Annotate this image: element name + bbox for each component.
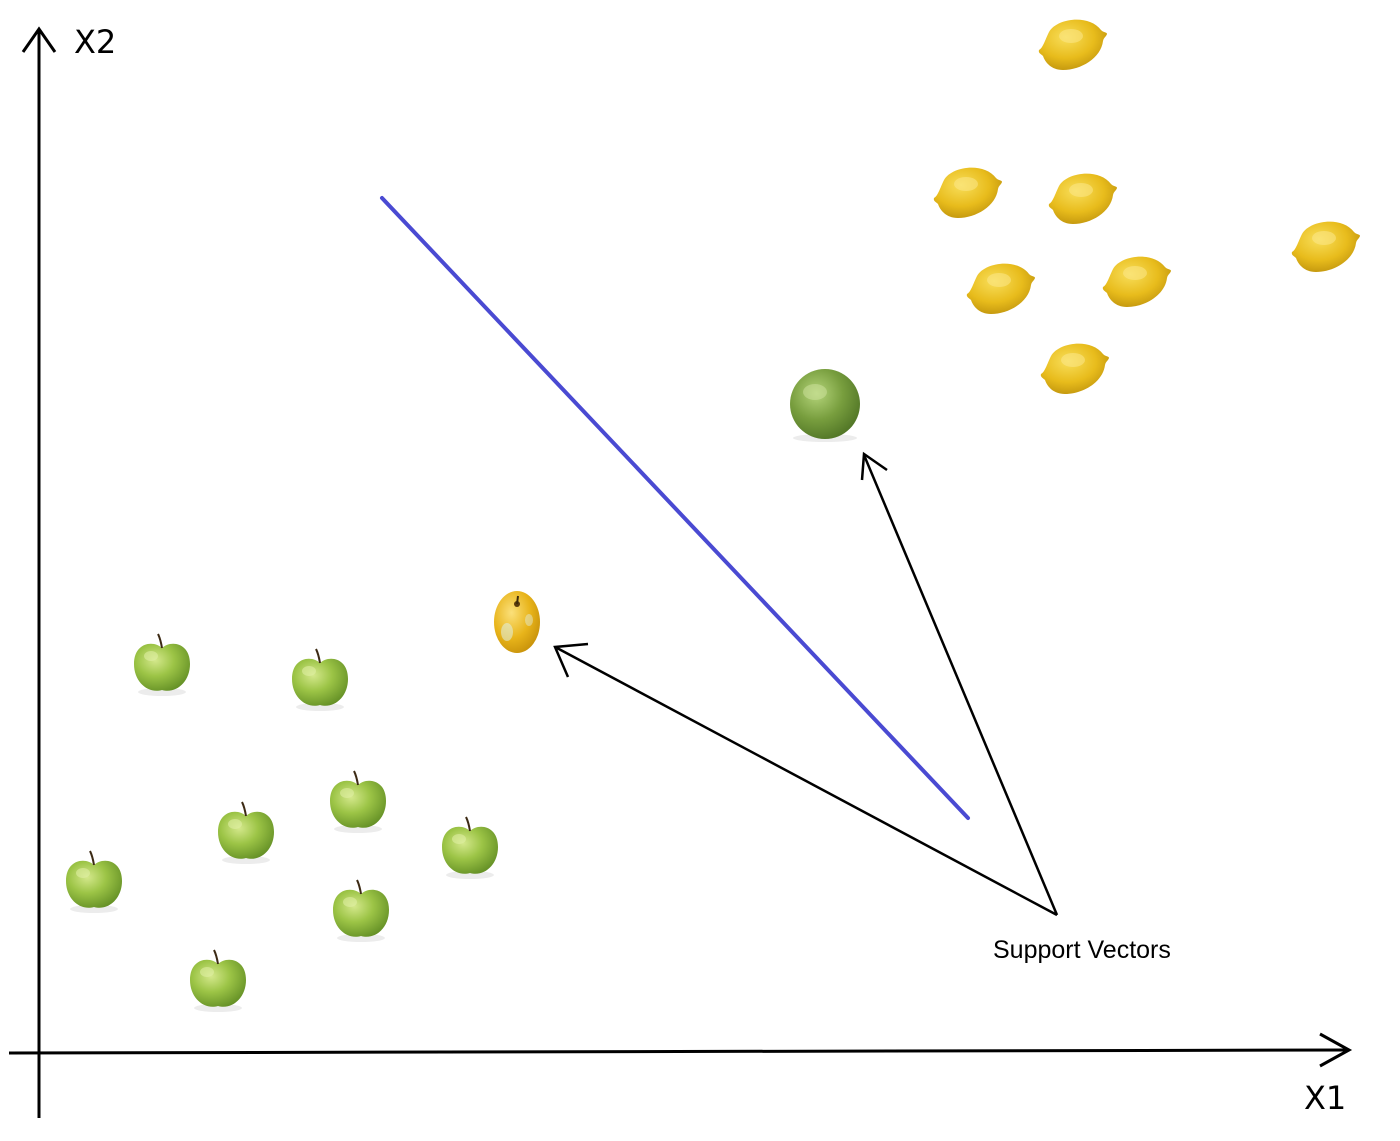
yellow-apple-icon <box>493 590 541 654</box>
support-vector-arrow-lime <box>860 451 1059 916</box>
green-apple-icon <box>332 879 390 943</box>
x-axis-label: X1 <box>1304 1079 1347 1117</box>
hyperplane-line <box>380 196 970 820</box>
support-vector-arrow-apple <box>553 642 1058 917</box>
green-apple-icon <box>329 770 387 834</box>
lemon-icon <box>1038 19 1107 71</box>
green-apple-icon <box>189 949 247 1013</box>
lemon-icon <box>1048 173 1117 224</box>
green-apple-icon <box>217 801 275 865</box>
lemon-icon <box>966 263 1035 314</box>
lemon-icon <box>1102 256 1171 307</box>
y-axis-label: X2 <box>74 23 117 61</box>
lemon-icon <box>933 167 1002 218</box>
lime-icon <box>790 369 860 442</box>
green-apple-icon <box>441 816 499 880</box>
support-vectors-label: Support Vectors <box>993 936 1171 964</box>
x-axis <box>8 1032 1353 1068</box>
green-apple-icon <box>65 850 123 914</box>
y-axis <box>21 26 57 1118</box>
lemon-icon <box>1291 221 1360 272</box>
lemon-icon <box>1040 343 1109 394</box>
green-apple-icon <box>133 633 191 697</box>
green-apple-icon <box>291 648 349 712</box>
